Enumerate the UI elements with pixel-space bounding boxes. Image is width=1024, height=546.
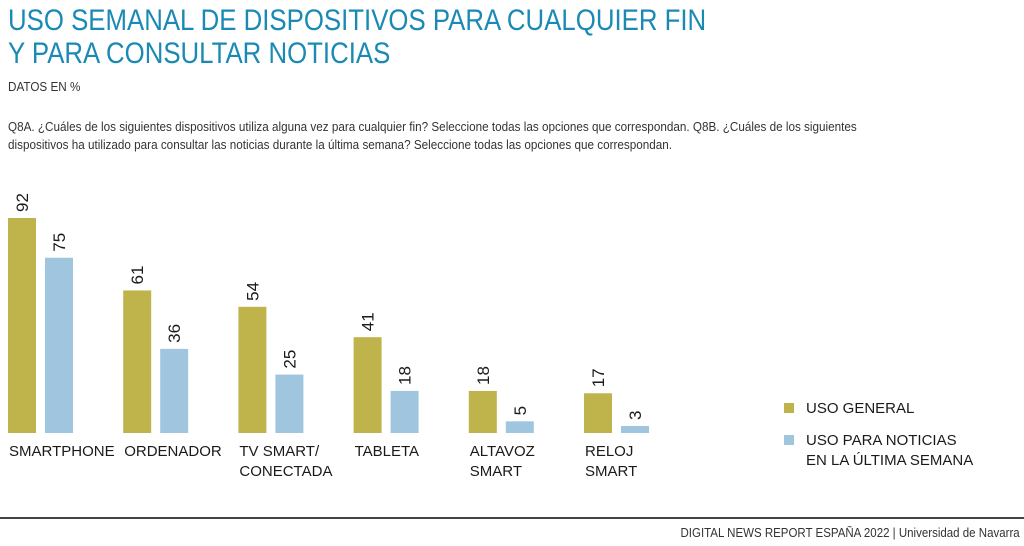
bar-general [238, 306, 267, 433]
survey-question: Q8A. ¿Cuáles de los siguientes dispositi… [8, 118, 1007, 154]
category-label: SMARTPHONE [9, 443, 115, 460]
value-label: 54 [243, 282, 262, 301]
footer-divider [0, 517, 1024, 519]
legend-swatch-news [784, 435, 794, 445]
chart-title-line-1: USO SEMANAL DE DISPOSITIVOS PARA CUALQUI… [8, 4, 707, 37]
legend-label: USO GENERAL [806, 400, 914, 417]
category-label: RELOJ [585, 443, 633, 460]
value-label: 5 [511, 406, 530, 415]
bar-news [505, 421, 534, 433]
bar-general [8, 218, 36, 433]
value-label: 36 [165, 324, 184, 343]
legend-label: EN LA ÚLTIMA SEMANA [806, 452, 973, 469]
survey-question-line-1: Q8A. ¿Cuáles de los siguientes dispositi… [8, 119, 857, 134]
bar-general [123, 290, 152, 433]
bar-news [160, 348, 189, 433]
bar-news [45, 257, 73, 433]
footer-source: DIGITAL NEWS REPORT ESPAÑA 2022 | Univer… [680, 526, 1020, 540]
value-label: 61 [128, 266, 147, 285]
value-label: 92 [13, 193, 32, 212]
category-label: ALTAVOZ [470, 443, 535, 460]
value-label: 3 [626, 411, 645, 420]
survey-question-line-2: dispositivos ha utilizado para consultar… [8, 137, 673, 152]
chart-subtitle: DATOS EN % [8, 79, 81, 94]
category-label: CONECTADA [239, 463, 332, 480]
legend-label: USO PARA NOTICIAS [806, 432, 957, 449]
legend-swatch-general [784, 403, 794, 413]
value-label: 75 [50, 233, 69, 252]
bar-general [584, 393, 612, 433]
value-label: 25 [280, 350, 299, 369]
category-label: TABLETA [355, 443, 419, 460]
value-label: 18 [474, 366, 493, 385]
value-label: 17 [589, 368, 608, 387]
category-label: SMART [470, 463, 522, 480]
bar-general [353, 337, 382, 433]
value-label: 41 [359, 312, 378, 331]
category-label: SMART [585, 463, 637, 480]
bar-news [275, 374, 304, 433]
chart-title-line-2: Y PARA CONSULTAR NOTICIAS [8, 37, 391, 70]
bar-news [390, 390, 419, 433]
bar-general [468, 390, 497, 433]
chart-title: USO SEMANAL DE DISPOSITIVOS PARA CUALQUI… [8, 4, 877, 70]
category-label: ORDENADOR [124, 443, 222, 460]
value-label: 18 [396, 366, 415, 385]
bar-news [621, 425, 649, 433]
category-label: TV SMART/ [239, 443, 320, 460]
